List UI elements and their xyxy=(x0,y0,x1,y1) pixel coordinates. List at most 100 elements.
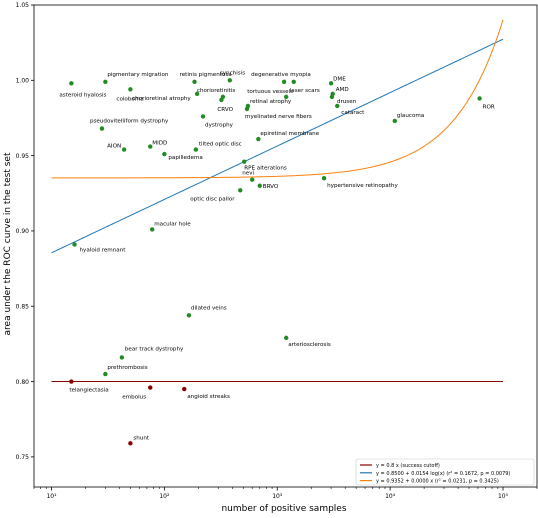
y-tick-label: 0.75 xyxy=(16,454,30,461)
data-point xyxy=(162,151,167,157)
point-label: arteriosclerosis xyxy=(288,342,331,348)
point-label: macular hole xyxy=(154,221,191,227)
data-point xyxy=(328,81,334,86)
point-label: dilated veins xyxy=(191,305,227,311)
data-point xyxy=(335,103,340,109)
y-tick-label: 0.85 xyxy=(16,303,30,310)
fit-line-log xyxy=(51,38,504,254)
data-point xyxy=(256,136,261,142)
data-point xyxy=(194,91,200,97)
y-tick-label: 1.00 xyxy=(16,78,30,85)
data-point xyxy=(149,227,155,232)
point-label: tortuous vessels xyxy=(247,89,293,95)
point-label: RPE alterations xyxy=(244,166,287,172)
point-label: pigmentary migration xyxy=(107,72,169,78)
data-point xyxy=(321,176,327,181)
data-point xyxy=(148,144,153,149)
point-label: nevi xyxy=(242,171,254,177)
x-tick-label: 10¹ xyxy=(46,493,57,500)
point-label: pseudovitelliform dystrophy xyxy=(90,119,169,125)
data-point xyxy=(69,379,74,384)
fit-lines xyxy=(51,19,504,383)
point-label: chorioretinitis xyxy=(197,88,236,94)
data-point xyxy=(257,183,262,188)
data-point xyxy=(283,335,289,341)
data-point xyxy=(119,355,125,360)
point-label: angioid streaks xyxy=(187,394,230,400)
data-point xyxy=(99,126,105,131)
point-label: AION xyxy=(107,144,121,150)
point-label: glaucoma xyxy=(397,113,424,119)
data-point xyxy=(148,385,153,390)
point-label: embolus xyxy=(122,395,146,401)
data-point xyxy=(244,106,250,112)
point-label: cataract xyxy=(341,110,365,116)
point-label: degenerative myopia xyxy=(251,72,311,78)
point-label: BRVO xyxy=(263,184,279,190)
point-label: MIDD xyxy=(152,141,167,147)
legend-box xyxy=(355,458,535,486)
data-points: asteroid hyalosis pigmentary migration col… xyxy=(59,70,495,446)
point-label: chorioretinal atrophy xyxy=(132,96,191,102)
data-point xyxy=(128,87,133,92)
data-point xyxy=(291,79,296,85)
data-point xyxy=(182,386,187,392)
point-label: shunt xyxy=(133,435,150,441)
data-point xyxy=(250,177,255,182)
data-point xyxy=(281,79,287,85)
legend-entry: y = 0.9352 + 0.0000 x (r² = 0.0231, p = … xyxy=(376,479,499,485)
point-label: retinis pigmentosa xyxy=(180,72,232,78)
point-label: hypertensive retinopathy xyxy=(327,183,398,189)
data-point xyxy=(193,147,199,152)
axes: 0.75 0.80 0.85 0.90 0.95 1.00 1.05 10¹ 10² 10³ 10⁴… xyxy=(16,2,538,500)
point-label: dystrophy xyxy=(205,122,234,128)
point-label: AMD xyxy=(336,87,349,93)
fit-line-linear xyxy=(51,19,504,179)
y-tick-label: 0.80 xyxy=(16,379,30,386)
legend-entry: y = 0.8 x (success cutoff) xyxy=(376,463,440,469)
y-axis-label: area under the ROC curve in the test set xyxy=(3,152,13,335)
legend: y = 0.8 x (success cutoff) y = 0.8500 + 0… xyxy=(355,458,535,486)
y-tick-label: 0.90 xyxy=(16,228,30,235)
point-label: papilledema xyxy=(168,155,203,161)
data-point xyxy=(103,79,108,85)
point-label: prethrombosis xyxy=(107,365,147,371)
data-point xyxy=(72,242,77,247)
point-label: drusen xyxy=(337,99,357,105)
point-label: myelinated nerve fibers xyxy=(245,114,312,120)
point-label: CRVO xyxy=(217,107,233,113)
data-point xyxy=(128,441,133,446)
data-point xyxy=(477,96,482,101)
data-point xyxy=(186,313,192,318)
point-label: epiretinal membrane xyxy=(260,131,319,137)
point-label: synchisis xyxy=(220,70,245,76)
data-point xyxy=(103,371,108,377)
data-point xyxy=(242,159,247,164)
legend-entry: y = 0.8500 + 0.0154 log(x) (r² = 0.1672,… xyxy=(376,471,510,477)
data-point xyxy=(392,118,398,124)
point-label: asteroid hyalosis xyxy=(59,92,106,98)
y-tick-label: 0.95 xyxy=(16,153,30,160)
x-axis-label: number of positive samples xyxy=(221,504,346,514)
data-point xyxy=(238,188,243,193)
point-label: laser scars xyxy=(290,88,320,94)
x-tick-label: 10³ xyxy=(272,493,283,500)
point-label: coloboma xyxy=(116,96,143,102)
point-label: DME xyxy=(333,76,346,82)
data-point xyxy=(227,78,233,83)
data-point xyxy=(219,97,224,103)
data-point xyxy=(192,79,197,85)
data-point xyxy=(69,81,74,86)
x-tick-label: 10⁴ xyxy=(385,493,396,500)
point-label: telangiectasia xyxy=(69,388,108,394)
point-label: ROR xyxy=(483,104,495,110)
data-point xyxy=(283,94,289,100)
point-label: tilted optic disc xyxy=(199,142,242,148)
point-label: optic disc pallor xyxy=(190,196,235,202)
plot-frame xyxy=(33,4,538,488)
data-point xyxy=(121,147,127,152)
y-tick-label: 1.05 xyxy=(16,2,30,9)
